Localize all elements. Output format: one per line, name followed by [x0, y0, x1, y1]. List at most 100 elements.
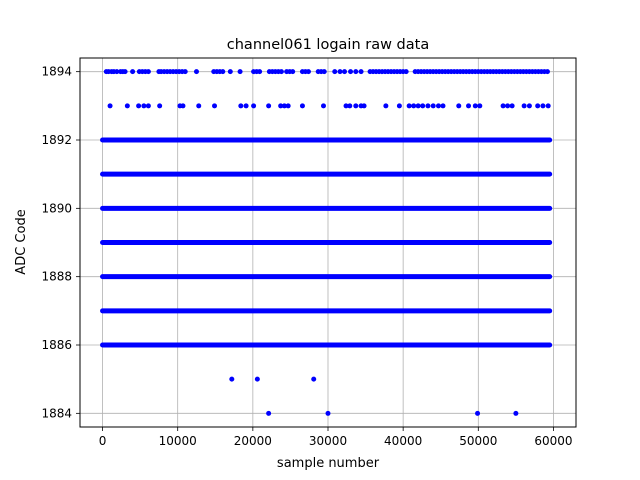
data-point	[141, 103, 147, 109]
data-point	[193, 69, 199, 75]
y-axis-label: ADC Code	[14, 209, 29, 274]
dense-point-band	[100, 137, 553, 143]
data-point	[278, 69, 284, 75]
y-tick-label: 1886	[41, 338, 72, 352]
x-tick-label: 40000	[384, 434, 422, 448]
data-point	[266, 103, 272, 109]
data-point	[243, 103, 249, 109]
x-tick-label: 10000	[159, 434, 197, 448]
y-tick-label: 1890	[41, 201, 72, 215]
data-point	[435, 103, 441, 109]
data-points	[100, 69, 553, 416]
x-axis-label: sample number	[277, 456, 380, 471]
dense-point-band	[100, 171, 553, 177]
data-point	[180, 103, 186, 109]
data-point	[311, 376, 317, 382]
x-axis: 0 10000 20000 30000 40000 50000 60000	[99, 427, 573, 448]
data-point	[456, 103, 462, 109]
x-tick-label: 50000	[459, 434, 497, 448]
data-point	[196, 103, 202, 109]
data-point	[145, 103, 151, 109]
data-point	[266, 410, 272, 416]
data-point	[114, 69, 120, 75]
data-point	[472, 103, 478, 109]
y-axis: 1884 1886 1888 1890 1892 1894	[41, 65, 80, 420]
y-tick-label: 1894	[41, 65, 72, 79]
data-point	[325, 410, 331, 416]
data-point	[353, 103, 359, 109]
y-tick-label: 1888	[41, 270, 72, 284]
data-point	[281, 103, 287, 109]
data-point	[425, 103, 431, 109]
data-point	[145, 69, 151, 75]
data-point	[212, 103, 218, 109]
data-point	[415, 103, 421, 109]
data-point	[477, 103, 483, 109]
data-point	[540, 103, 546, 109]
data-point	[545, 103, 551, 109]
data-point	[299, 103, 305, 109]
data-point	[229, 376, 235, 382]
data-point	[251, 103, 257, 109]
data-point	[500, 103, 506, 109]
data-point	[136, 103, 142, 109]
data-point	[403, 69, 409, 75]
data-point	[420, 103, 426, 109]
dense-point-band	[100, 274, 553, 280]
x-tick-label: 60000	[534, 434, 572, 448]
data-point	[285, 103, 291, 109]
data-point	[257, 69, 263, 75]
data-point	[305, 69, 311, 75]
data-point	[254, 376, 260, 382]
data-point	[157, 103, 163, 109]
data-point	[343, 103, 349, 109]
data-point	[342, 69, 348, 75]
data-point	[430, 103, 436, 109]
data-point	[320, 103, 326, 109]
dense-point-band	[100, 308, 553, 314]
data-point	[353, 69, 359, 75]
data-point	[337, 69, 343, 75]
data-point	[535, 103, 541, 109]
data-point	[332, 69, 338, 75]
data-point	[406, 103, 412, 109]
chart-title: channel061 logain raw data	[227, 37, 429, 53]
data-point	[348, 69, 354, 75]
dense-point-band	[100, 205, 553, 211]
x-tick-label: 20000	[234, 434, 272, 448]
data-point	[509, 103, 515, 109]
data-point	[130, 69, 136, 75]
data-point	[358, 69, 364, 75]
data-point	[220, 69, 226, 75]
data-point	[124, 103, 130, 109]
data-point	[361, 103, 367, 109]
data-point	[411, 103, 417, 109]
data-point	[513, 410, 519, 416]
data-point	[321, 69, 327, 75]
data-point	[290, 69, 296, 75]
x-tick-label: 0	[99, 434, 107, 448]
data-point	[347, 103, 353, 109]
data-point	[383, 103, 389, 109]
data-point	[440, 103, 446, 109]
data-point	[475, 410, 481, 416]
data-point	[122, 69, 128, 75]
data-point	[396, 103, 402, 109]
dense-point-band	[100, 342, 553, 348]
data-point	[238, 103, 244, 109]
data-point	[466, 103, 472, 109]
data-point	[505, 103, 511, 109]
x-tick-label: 30000	[309, 434, 347, 448]
data-point	[544, 69, 550, 75]
dense-point-band	[100, 240, 553, 245]
data-point	[521, 103, 527, 109]
data-point	[107, 103, 113, 109]
data-point	[278, 103, 284, 109]
data-point	[526, 103, 532, 109]
data-point	[182, 69, 188, 75]
y-tick-label: 1884	[41, 406, 72, 420]
data-point	[227, 69, 233, 75]
y-tick-label: 1892	[41, 133, 72, 147]
data-point	[237, 69, 243, 75]
